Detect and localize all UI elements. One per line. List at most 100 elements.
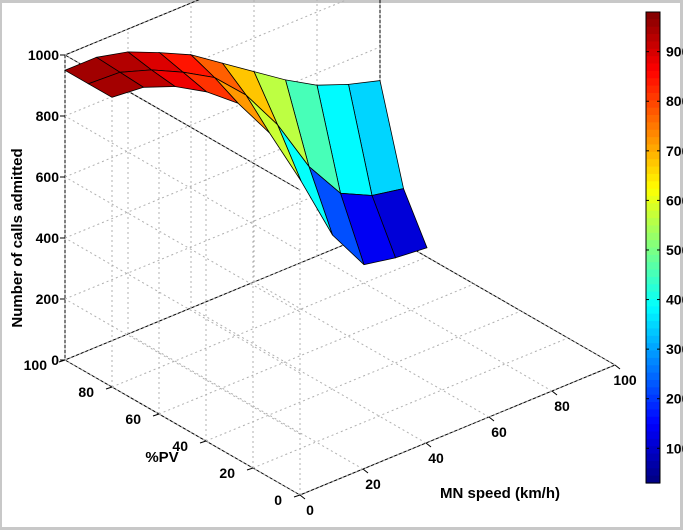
colorbar-segment: [646, 122, 660, 131]
colorbar-segment: [646, 34, 660, 43]
x-tick: [425, 442, 432, 448]
surface-patch: [87, 71, 145, 98]
colorbar-segment: [646, 85, 660, 94]
colorbar-segment: [646, 210, 660, 219]
x-tick: [551, 390, 558, 396]
colorbar-segment: [646, 12, 660, 20]
colorbar-segment: [646, 232, 660, 241]
colorbar-segment: [646, 48, 660, 57]
colorbar-segment: [646, 379, 660, 388]
colorbar-segment: [646, 159, 660, 168]
colorbar-segment: [646, 416, 660, 425]
floor-gridline: [190, 307, 427, 444]
x-axis-label: MN speed (km/h): [440, 485, 560, 502]
colorbar-segment: [646, 195, 660, 204]
z-tick-label: 400: [36, 230, 60, 246]
colorbar-segment: [646, 446, 660, 455]
floor-gridline: [253, 281, 490, 418]
colorbar-frame: [645, 11, 661, 484]
x-tick: [362, 468, 369, 474]
y-tick-label: 60: [125, 411, 141, 427]
colorbar-segment: [646, 56, 660, 65]
colorbar-segment: [646, 424, 660, 433]
floor-gridline: [127, 333, 364, 470]
y-tick-label: 100: [24, 357, 48, 373]
colorbar-segment: [646, 129, 660, 138]
wall-gridline: [64, 237, 301, 374]
colorbar-segment: [646, 284, 660, 293]
colorbar-segment: [646, 247, 660, 256]
colorbar-segment: [646, 203, 660, 212]
z-axis-label: Number of calls admitted: [9, 148, 26, 327]
wall-gridline: [64, 168, 381, 300]
colorbar-tick-label: 700: [666, 143, 683, 159]
floor-gridline: [379, 229, 616, 366]
colorbar-segment: [646, 306, 660, 315]
floor-gridline: [316, 255, 553, 392]
floor-gridline: [111, 256, 428, 388]
colorbar-segment: [646, 254, 660, 263]
x-tick-label: 20: [365, 476, 381, 492]
colorbar-segment: [646, 431, 660, 440]
z-tick-label: 600: [36, 169, 60, 185]
colorbar-segment: [646, 269, 660, 278]
colorbar-segment: [646, 291, 660, 300]
colorbar-segment: [646, 328, 660, 337]
colorbar-segment: [646, 387, 660, 396]
z-tick-label: 0: [51, 352, 59, 368]
floor-gridline: [158, 283, 475, 415]
colorbar-segment: [646, 225, 660, 234]
x-tick-label: 0: [306, 502, 314, 518]
y-axis-label: %PV: [145, 449, 178, 466]
colorbar-segment: [646, 394, 660, 403]
colorbar-segment: [646, 475, 660, 484]
y-tick: [152, 413, 160, 417]
x-tick-label: 100: [613, 372, 637, 388]
colorbar-segment: [646, 166, 660, 175]
colorbar-segment: [646, 92, 660, 101]
colorbar-tick-label: 300: [666, 341, 683, 357]
floor-gridline: [299, 364, 616, 496]
colorbar-tick-label: 600: [666, 192, 683, 208]
colorbar-tick-label: 800: [666, 93, 683, 109]
x-tick: [614, 364, 621, 370]
colorbar-segment: [646, 357, 660, 366]
colorbar-segment: [646, 409, 660, 418]
wall-gridline: [64, 0, 200, 56]
grid: [64, 0, 616, 496]
x-tick: [488, 416, 495, 422]
colorbar-segment: [646, 262, 660, 271]
y-tick-label: 80: [78, 384, 94, 400]
y-tick-label: 0: [274, 492, 282, 508]
colorbar-tick-label: 400: [666, 292, 683, 308]
colorbar-segment: [646, 173, 660, 182]
y-tick-label: 40: [172, 438, 188, 454]
colorbar-segment: [646, 26, 660, 35]
floor-gridline: [252, 337, 569, 469]
colorbar-segment: [646, 137, 660, 146]
y-tick: [199, 440, 207, 444]
colorbar-segment: [646, 276, 660, 285]
y-tick: [105, 386, 113, 390]
wall-gridline: [64, 115, 301, 252]
colorbar-segment: [646, 218, 660, 227]
colorbar-segment: [646, 240, 660, 249]
y-tick: [293, 494, 301, 498]
colorbar-segment: [646, 63, 660, 72]
colorbar-segment: [646, 438, 660, 447]
colorbar-segment: [646, 144, 660, 153]
colorbar-segment: [646, 181, 660, 190]
colorbar-segment: [646, 78, 660, 87]
y-tick: [246, 467, 254, 471]
colorbar-segment: [646, 41, 660, 50]
x-tick-label: 80: [554, 398, 570, 414]
colorbar-segment: [646, 299, 660, 307]
z-tick-label: 200: [36, 291, 60, 307]
colorbar-tick-label: 900: [666, 44, 683, 60]
colorbar-segment: [646, 350, 660, 359]
colorbar-segment: [646, 151, 660, 160]
x-tick-label: 60: [491, 424, 507, 440]
colorbar-segment: [646, 107, 660, 116]
